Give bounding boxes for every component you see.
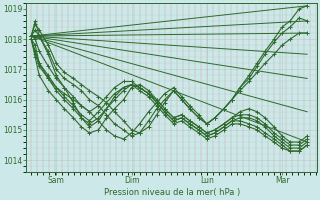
X-axis label: Pression niveau de la mer( hPa ): Pression niveau de la mer( hPa ) [104,188,240,197]
